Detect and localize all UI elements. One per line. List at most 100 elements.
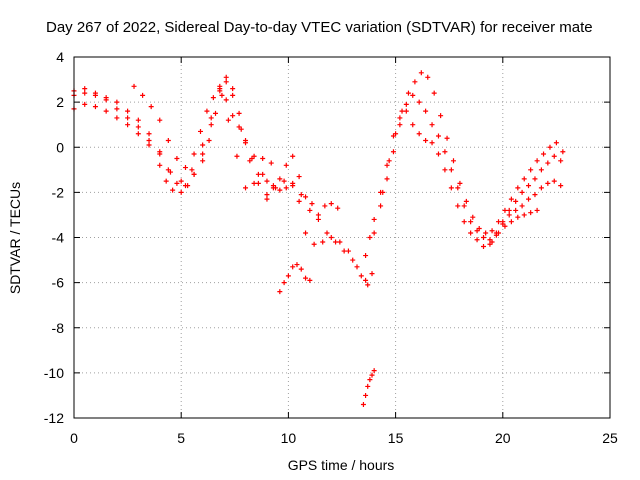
grid [73, 56, 611, 419]
series-track-b [71, 79, 371, 288]
data-point [337, 239, 343, 245]
data-point [163, 178, 169, 184]
x-tick-label: 5 [177, 430, 185, 446]
data-point [354, 264, 360, 270]
x-tick-label: 10 [281, 430, 297, 446]
data-point [380, 189, 386, 195]
data-point [178, 178, 184, 184]
data-point [189, 167, 195, 173]
data-point [208, 115, 214, 121]
data-point [558, 158, 564, 164]
data-point [92, 104, 98, 110]
data-point [438, 113, 444, 119]
data-point [320, 239, 326, 245]
data-point [468, 230, 474, 236]
y-tick-label: -4 [52, 230, 65, 246]
chart-title: Day 267 of 2022, Sidereal Day-to-day VTE… [46, 19, 593, 36]
data-point [435, 151, 441, 157]
data-point [206, 137, 212, 143]
data-point [298, 192, 304, 198]
data-point [174, 180, 180, 186]
data-point [457, 180, 463, 186]
data-point [290, 153, 296, 159]
data-point [103, 95, 109, 101]
data-point [200, 151, 206, 157]
y-axis-label: SDTVAR / TECUs [7, 182, 23, 294]
data-point [200, 142, 206, 148]
y-tick-label: 0 [56, 139, 64, 155]
data-point [410, 92, 416, 98]
data-point [489, 239, 495, 245]
data-point [551, 178, 557, 184]
data-point [303, 275, 309, 281]
data-point [403, 108, 409, 114]
data-point [365, 383, 371, 389]
data-point [363, 392, 369, 398]
data-point [223, 74, 229, 80]
data-point [125, 115, 131, 121]
data-point [541, 151, 547, 157]
series-track-h [371, 92, 564, 243]
data-point [191, 171, 197, 177]
data-point [125, 108, 131, 114]
data-point [534, 158, 540, 164]
data-point [547, 144, 553, 150]
data-point [481, 244, 487, 250]
series-track-j [489, 207, 540, 245]
data-point [296, 174, 302, 180]
data-point [371, 368, 377, 374]
data-point [442, 167, 448, 173]
data-point [264, 178, 270, 184]
data-point [371, 216, 377, 222]
data-point [251, 180, 257, 186]
data-point [307, 207, 313, 213]
data-point [283, 162, 289, 168]
data-point [335, 205, 341, 211]
x-tick-label: 0 [70, 430, 78, 446]
series-track-g [363, 108, 564, 259]
data-point [442, 149, 448, 155]
data-point [255, 180, 261, 186]
data-point [528, 210, 534, 216]
data-point [345, 248, 351, 254]
data-point [210, 95, 216, 101]
data-point [296, 198, 302, 204]
data-point [208, 122, 214, 128]
data-point [515, 214, 521, 220]
data-point [285, 273, 291, 279]
series-track-e [277, 262, 313, 295]
y-tick-label: 4 [56, 49, 64, 65]
data-point [103, 108, 109, 114]
data-point [489, 228, 495, 234]
data-point [219, 92, 225, 98]
data-point [367, 235, 373, 240]
data-point [369, 271, 375, 277]
y-tick-label: -12 [44, 410, 64, 426]
data-point [405, 90, 411, 96]
data-point [393, 131, 399, 137]
data-point [307, 277, 313, 283]
data-point [390, 149, 396, 155]
data-point [363, 277, 369, 283]
data-point [82, 90, 88, 96]
x-tick-label: 20 [495, 430, 511, 446]
data-point [538, 167, 544, 173]
data-point [397, 122, 403, 128]
data-point [223, 79, 229, 85]
data-point [474, 237, 480, 243]
data-point [425, 74, 431, 80]
data-point [360, 401, 366, 407]
data-point [191, 151, 197, 157]
data-point [174, 156, 180, 162]
data-point [328, 235, 334, 240]
data-point [350, 257, 356, 263]
data-point [369, 372, 375, 378]
data-point [268, 160, 274, 166]
data-point [423, 137, 429, 143]
data-point [255, 171, 261, 177]
data-point [146, 142, 152, 148]
data-point [114, 99, 120, 105]
data-point [290, 264, 296, 270]
data-point [135, 124, 141, 130]
data-point [178, 189, 184, 195]
